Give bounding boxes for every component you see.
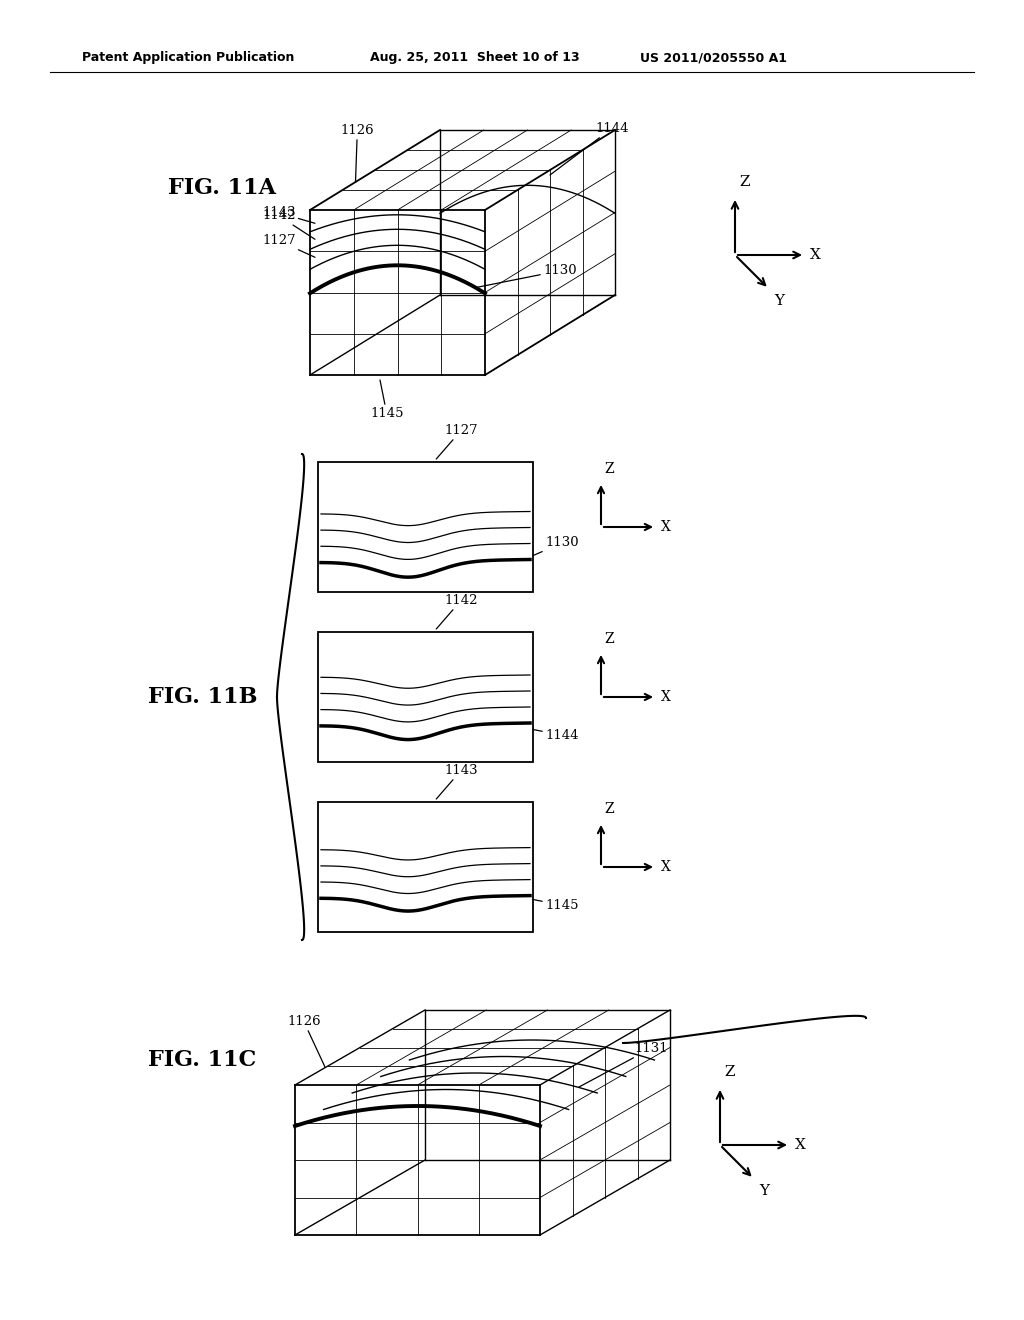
Text: FIG. 11A: FIG. 11A: [168, 177, 276, 199]
Text: 1126: 1126: [287, 1015, 325, 1067]
Text: FIG. 11B: FIG. 11B: [148, 686, 257, 708]
Text: X: X: [662, 861, 671, 874]
Text: 1126: 1126: [341, 124, 374, 182]
Text: 1144: 1144: [550, 121, 629, 176]
Text: X: X: [662, 520, 671, 535]
Text: 1142: 1142: [436, 594, 478, 630]
Text: 1130: 1130: [534, 536, 579, 556]
Bar: [318, 803, 534, 932]
Text: FIG. 11C: FIG. 11C: [148, 1049, 256, 1071]
Text: US 2011/0205550 A1: US 2011/0205550 A1: [640, 51, 787, 65]
Text: Aug. 25, 2011  Sheet 10 of 13: Aug. 25, 2011 Sheet 10 of 13: [370, 51, 580, 65]
Text: Y: Y: [759, 1184, 769, 1197]
Text: X: X: [795, 1138, 806, 1152]
Text: Z: Z: [724, 1065, 734, 1078]
Text: Y: Y: [774, 294, 783, 308]
Text: 1127: 1127: [262, 235, 315, 257]
Text: 1127: 1127: [436, 424, 478, 459]
Text: Z: Z: [604, 462, 613, 477]
Text: 1131: 1131: [579, 1041, 668, 1086]
Text: 1145: 1145: [370, 380, 403, 420]
Text: 1142: 1142: [262, 210, 315, 239]
Text: 1130: 1130: [477, 264, 577, 288]
Text: Z: Z: [604, 632, 613, 645]
Text: X: X: [810, 248, 821, 261]
Bar: [318, 632, 534, 762]
Text: Patent Application Publication: Patent Application Publication: [82, 51, 294, 65]
Text: Z: Z: [604, 803, 613, 816]
Text: Z: Z: [739, 176, 750, 189]
Bar: [318, 462, 534, 591]
Text: 1143: 1143: [436, 764, 478, 799]
Text: 1144: 1144: [534, 729, 579, 742]
Text: 1145: 1145: [534, 899, 579, 912]
Text: X: X: [662, 690, 671, 704]
Text: 1143: 1143: [262, 206, 315, 223]
